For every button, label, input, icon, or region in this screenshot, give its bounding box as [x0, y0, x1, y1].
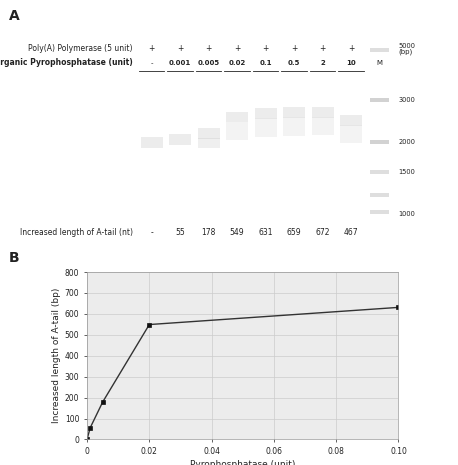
- Text: -: -: [150, 60, 153, 66]
- Text: 178: 178: [202, 228, 216, 237]
- FancyBboxPatch shape: [312, 117, 333, 135]
- FancyBboxPatch shape: [370, 140, 389, 144]
- Text: 1000: 1000: [398, 211, 415, 217]
- FancyBboxPatch shape: [340, 115, 362, 126]
- Text: 3000: 3000: [398, 97, 415, 103]
- FancyBboxPatch shape: [226, 122, 248, 140]
- Text: 631: 631: [258, 228, 273, 237]
- FancyBboxPatch shape: [198, 138, 219, 148]
- FancyBboxPatch shape: [255, 118, 277, 137]
- Text: +: +: [206, 44, 212, 53]
- Text: -: -: [150, 228, 153, 237]
- Text: 55: 55: [175, 228, 185, 237]
- Text: +: +: [148, 44, 155, 53]
- Text: Thermostable Inorganic Pyrophosphatase (unit): Thermostable Inorganic Pyrophosphatase (…: [0, 58, 133, 67]
- Text: (bp): (bp): [398, 48, 413, 55]
- Text: +: +: [319, 44, 326, 53]
- Text: 0.02: 0.02: [229, 60, 246, 66]
- Text: A: A: [9, 9, 20, 23]
- X-axis label: Pyrophosphatase (unit): Pyrophosphatase (unit): [190, 460, 295, 465]
- FancyBboxPatch shape: [169, 134, 191, 145]
- FancyBboxPatch shape: [198, 128, 219, 139]
- FancyBboxPatch shape: [340, 125, 362, 143]
- Text: M: M: [376, 60, 382, 66]
- FancyBboxPatch shape: [370, 98, 389, 102]
- Text: 2: 2: [320, 60, 325, 66]
- FancyBboxPatch shape: [283, 107, 305, 118]
- FancyBboxPatch shape: [226, 112, 248, 122]
- FancyBboxPatch shape: [255, 108, 277, 119]
- FancyBboxPatch shape: [370, 170, 389, 174]
- Text: 0.5: 0.5: [288, 60, 300, 66]
- FancyBboxPatch shape: [370, 193, 389, 197]
- Text: +: +: [234, 44, 240, 53]
- Text: +: +: [262, 44, 269, 53]
- FancyBboxPatch shape: [283, 117, 305, 136]
- Text: +: +: [291, 44, 297, 53]
- Text: 1500: 1500: [398, 169, 415, 175]
- Text: 5000: 5000: [398, 44, 415, 49]
- Text: +: +: [177, 44, 183, 53]
- FancyBboxPatch shape: [141, 137, 163, 148]
- FancyBboxPatch shape: [370, 48, 389, 52]
- Text: 2000: 2000: [398, 139, 415, 145]
- Text: Poly(A) Polymerase (5 unit): Poly(A) Polymerase (5 unit): [28, 44, 133, 53]
- Text: B: B: [9, 251, 20, 265]
- Y-axis label: Increased length of A-tail (bp): Increased length of A-tail (bp): [52, 288, 60, 424]
- Text: 659: 659: [287, 228, 301, 237]
- Text: 549: 549: [230, 228, 245, 237]
- FancyBboxPatch shape: [370, 210, 389, 214]
- FancyBboxPatch shape: [312, 106, 333, 118]
- Text: 0.1: 0.1: [259, 60, 272, 66]
- Text: 672: 672: [316, 228, 330, 237]
- Text: 10: 10: [346, 60, 356, 66]
- Text: 0.001: 0.001: [169, 60, 191, 66]
- Text: 0.005: 0.005: [197, 60, 220, 66]
- Text: 467: 467: [344, 228, 359, 237]
- Text: Increased length of A-tail (nt): Increased length of A-tail (nt): [20, 228, 133, 237]
- Text: +: +: [348, 44, 354, 53]
